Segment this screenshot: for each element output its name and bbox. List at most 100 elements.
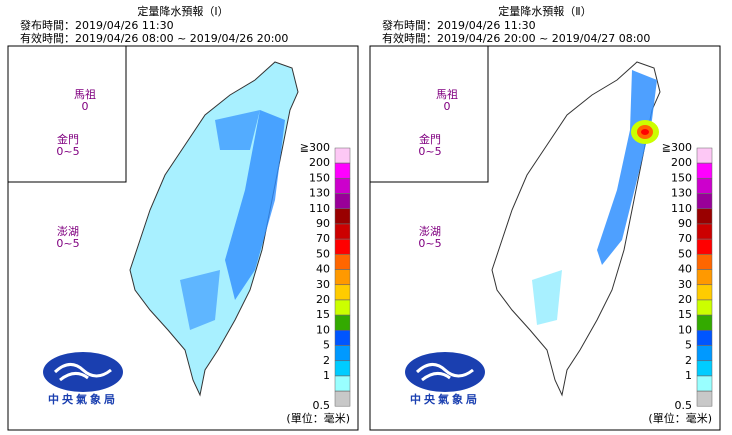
legend-label: 40 [678,263,692,276]
rain-area [215,110,260,150]
legend-swatch [334,330,351,346]
legend-swatch [696,223,713,240]
unit-label: (單位：毫米) [648,411,712,425]
issue-time: 發布時間：2019/04/26 11:30 [382,18,536,32]
island-value: 0 [82,100,89,113]
legend-label: 110 [309,202,330,215]
legend-swatch [696,345,713,361]
legend-label: ≧300 [300,141,330,154]
panel-title: 定量降水預報（Ⅰ） [137,4,228,18]
logo-swirl [53,363,112,382]
legend-swatch [334,162,351,179]
legend-swatch [334,360,351,377]
inset-frame [7,45,127,183]
legend-label: 50 [316,247,330,260]
legend-label: 200 [309,156,330,169]
issue-time: 發布時間：2019/04/26 11:30 [20,18,174,32]
island-value: 0~5 [418,145,441,158]
legend-label: 30 [316,278,330,291]
legend-label: 70 [316,232,330,245]
legend-swatch [696,254,713,270]
legend-label: 130 [309,187,330,200]
legend-swatch [696,375,713,392]
legend-label: 5 [323,339,330,352]
rain-area [597,70,657,265]
legend-label: 0.5 [313,399,331,412]
legend-label: 90 [678,217,692,230]
rain-area [532,270,562,325]
legend-swatch [334,284,351,301]
legend-label: 5 [685,339,692,352]
island-name: 澎湖 [57,225,79,238]
legend-swatch [696,162,713,179]
legend-label: 200 [671,156,692,169]
legend-swatch [334,314,351,331]
legend-swatch [334,208,351,225]
legend-swatch [696,314,713,331]
legend-swatch [334,375,351,392]
legend-label: 50 [678,247,692,260]
legend-label: ≧300 [662,141,692,154]
island-name: 馬祖 [436,87,458,101]
rain-core [641,129,649,135]
legend-swatch [696,299,713,316]
island-name: 馬祖 [74,87,96,101]
panel-title: 定量降水預報（Ⅱ） [498,4,591,18]
island-value: 0 [444,100,451,113]
legend-swatch [696,360,713,377]
legend-label: 70 [678,232,692,245]
valid-time: 有效時間：2019/04/26 20:00 ~ 2019/04/27 08:00 [382,31,650,45]
legend-swatch [334,193,351,209]
legend-label: 150 [309,171,330,184]
legend-swatch [334,299,351,316]
legend-swatch [334,238,351,255]
legend-swatch [696,269,713,285]
island-name: 金門 [419,132,441,146]
legend-label: 90 [316,217,330,230]
legend-swatch [696,193,713,209]
legend-swatch [334,223,351,240]
legend-swatch [334,147,351,164]
legend-swatch [696,330,713,346]
rain-area [180,270,220,330]
island-name: 澎湖 [419,225,441,238]
island-value: 0~5 [56,145,79,158]
legend-swatch [696,147,713,164]
legend-swatch [696,208,713,225]
legend-label: 130 [671,187,692,200]
legend-swatch [334,178,351,194]
island-value: 0~5 [56,237,79,250]
legend-label: 15 [316,308,330,321]
legend-label: 2 [685,354,692,367]
logo-swirl [415,363,474,382]
legend-label: 1 [323,369,330,382]
legend-swatch [334,269,351,285]
logo-text: 中央氣象局 [48,392,118,406]
legend-label: 150 [671,171,692,184]
legend-label: 30 [678,278,692,291]
valid-time: 有效時間：2019/04/26 08:00 ~ 2019/04/26 20:00 [20,31,288,45]
legend-label: 10 [678,323,692,336]
legend-label: 10 [316,323,330,336]
legend-swatch [696,284,713,301]
legend-label: 15 [678,308,692,321]
legend-swatch [334,254,351,270]
panel: 定量降水預報（Ⅰ）發布時間：2019/04/26 11:30有效時間：2019/… [7,4,359,431]
legend-swatch [696,238,713,255]
rain-area [225,110,285,300]
panel: 定量降水預報（Ⅱ）發布時間：2019/04/26 11:30有效時間：2019/… [369,4,721,431]
legend-swatch [334,345,351,361]
legend-swatch [696,178,713,194]
legend-label: 1 [685,369,692,382]
legend-swatch [696,390,713,407]
inset-frame [369,45,489,183]
island-name: 金門 [57,132,79,146]
island-value: 0~5 [418,237,441,250]
legend-swatch [334,390,351,407]
legend-label: 110 [671,202,692,215]
legend-label: 2 [323,354,330,367]
legend-label: 0.5 [675,399,693,412]
legend-label: 40 [316,263,330,276]
